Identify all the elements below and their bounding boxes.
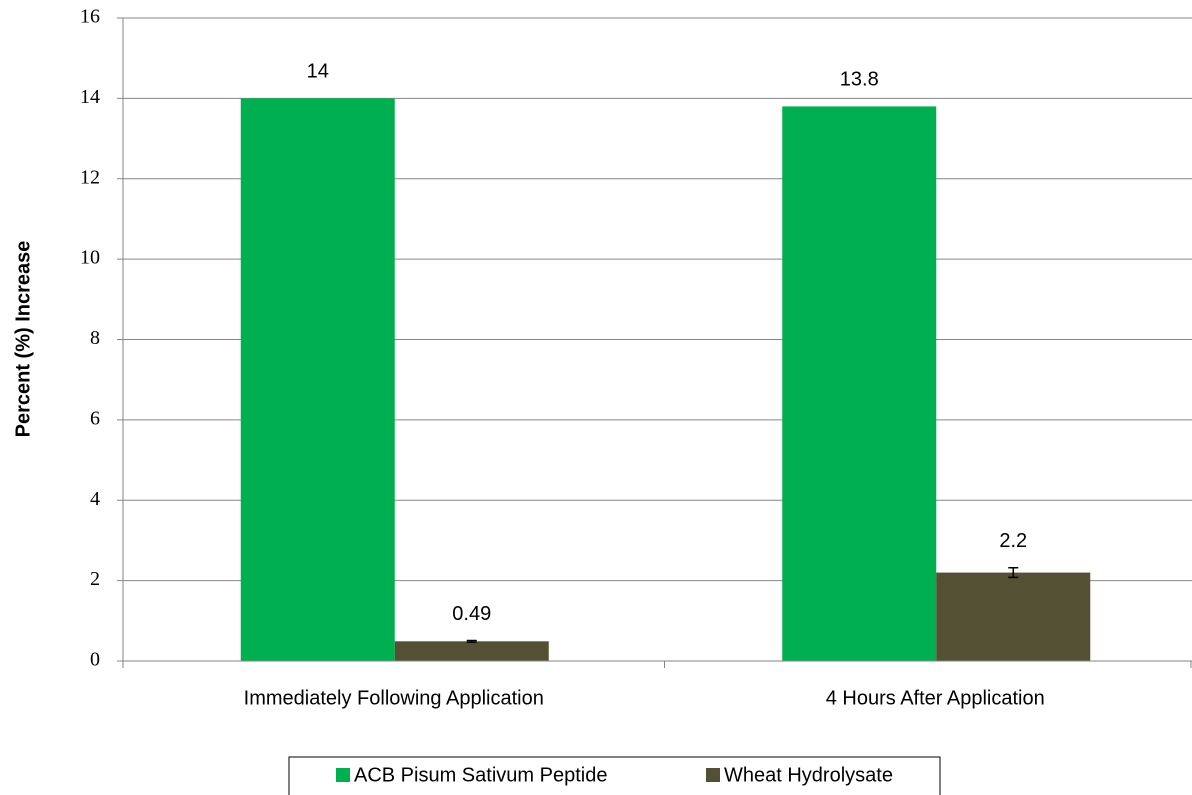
y-tick-label: 8 [90, 327, 100, 349]
y-tick-label: 16 [80, 6, 100, 28]
legend-label: ACB Pisum Sativum Peptide [354, 764, 607, 786]
data-label: 14 [307, 61, 329, 83]
y-axis-label: Percent (%) Increase [12, 241, 34, 438]
bar [782, 106, 937, 662]
y-tick-label: 12 [80, 166, 100, 188]
y-tick-label: 6 [90, 407, 100, 429]
data-label: 13.8 [840, 69, 879, 91]
data-label: 2.2 [999, 530, 1027, 552]
y-tick-label: 0 [90, 649, 100, 671]
legend-swatch [706, 768, 720, 782]
bar [394, 641, 549, 661]
y-tick-label: 2 [90, 568, 100, 590]
data-label: 0.49 [452, 603, 491, 625]
y-tick-label: 14 [80, 86, 100, 108]
bar [936, 572, 1091, 661]
bar [240, 98, 395, 661]
legend-box [288, 756, 941, 795]
x-tick-label: 4 Hours After Application [826, 687, 1045, 709]
y-tick-label: 4 [90, 488, 100, 510]
y-tick-label: 10 [80, 247, 100, 269]
error-bar [1008, 567, 1019, 579]
legend-label: Wheat Hydrolysate [724, 764, 893, 786]
x-tick-label: Immediately Following Application [244, 687, 544, 709]
error-bar [466, 639, 477, 643]
legend-swatch [336, 768, 350, 782]
